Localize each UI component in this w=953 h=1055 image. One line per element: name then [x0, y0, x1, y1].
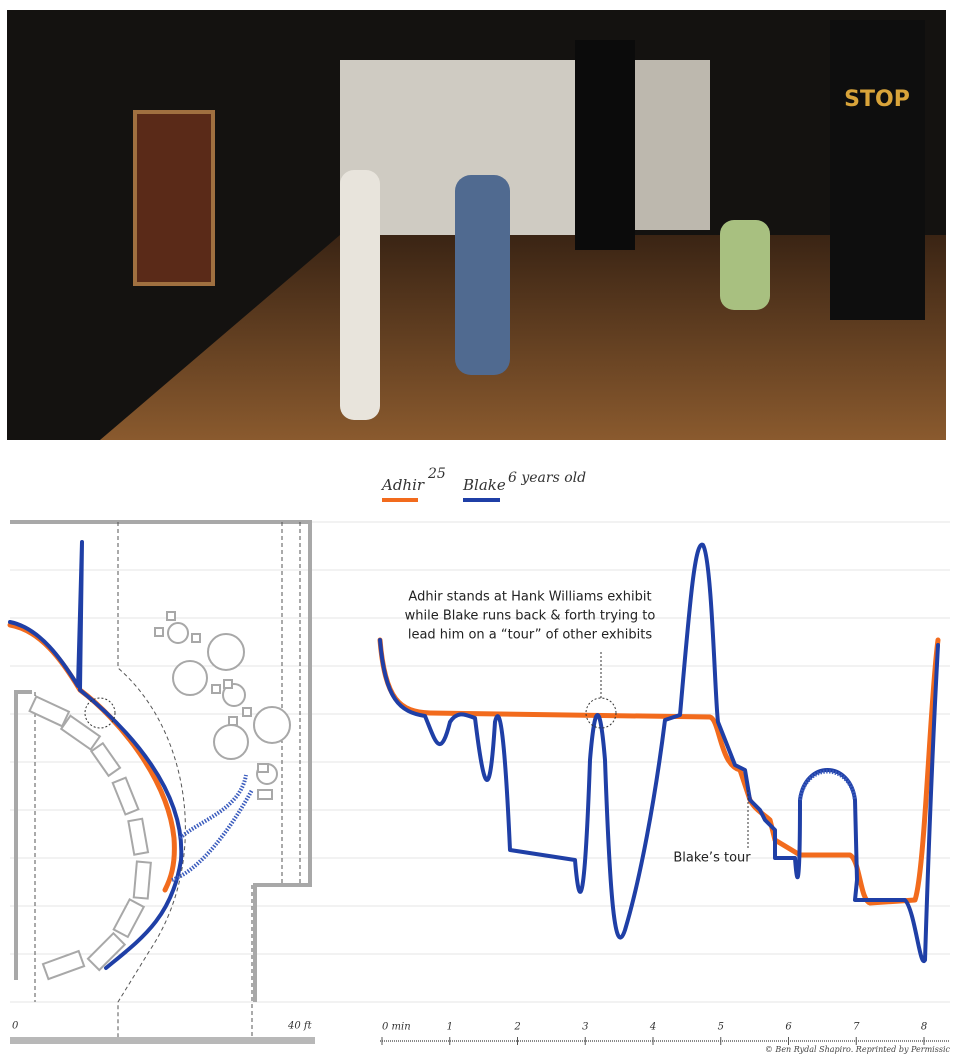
time-axis: 0 min 1 2 3 4 5 6 7 8 — [380, 1022, 950, 1045]
legend-age: 6 years old — [508, 470, 586, 486]
scale-label: 0 — [12, 1021, 19, 1032]
legend-age: 25 — [427, 466, 446, 482]
legend: Adhir 25 Blake 6 years old — [380, 466, 586, 502]
scale-label: 40 ft — [287, 1021, 313, 1032]
time-tick-label: 7 — [853, 1022, 860, 1033]
annotation-line: while Blake runs back & forth trying to — [405, 609, 656, 624]
time-tick-label: 6 — [785, 1022, 792, 1033]
credit: © Ben Rydal Shapiro. Reprinted by Permis… — [765, 1045, 951, 1054]
annotation-line: Adhir stands at Hank Williams exhibit — [408, 590, 651, 605]
annotation: Blake’s tour — [673, 851, 751, 866]
time-tick-label: 4 — [649, 1022, 656, 1033]
time-tick-label: 1 — [447, 1022, 453, 1033]
legend-name: Adhir — [380, 476, 425, 494]
legend-name: Blake — [462, 476, 506, 494]
time-tick-label: 5 — [718, 1022, 724, 1033]
photo-sign: STOP — [844, 87, 910, 112]
time-tick-label: 2 — [513, 1022, 520, 1033]
annotation-line: lead him on a “tour” of other exhibits — [408, 628, 653, 643]
time-plot: Blake’s tour Adhir stands at Hank Willia… — [377, 542, 941, 964]
museum-photo: STOP — [7, 10, 946, 440]
floor-map — [7, 520, 312, 1040]
time-tick-label: 3 — [582, 1022, 588, 1033]
annotation: Adhir stands at Hank Williams exhibit whi… — [405, 590, 656, 643]
time-tick-label: 0 min — [382, 1022, 411, 1033]
map-scale: 0 40 ft — [10, 1021, 315, 1044]
time-tick-label: 8 — [921, 1022, 927, 1033]
